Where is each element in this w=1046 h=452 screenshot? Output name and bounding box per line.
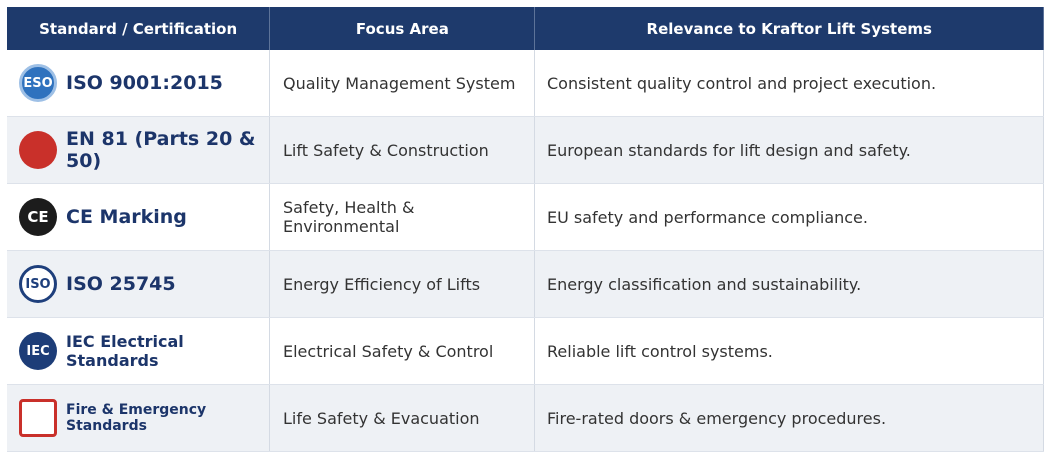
icon: [19, 399, 57, 437]
standard-name: Fire & Emergency Standards: [66, 402, 207, 434]
icon: [19, 131, 57, 169]
focus-cell: Lift Safety & Construction: [270, 117, 535, 183]
table-row: CE CE Marking Safety, Health & Environment…: [7, 184, 1044, 251]
standard-name: ISO 9001:2015: [66, 72, 223, 94]
standard-name: EN 81 (Parts 20 & 50): [66, 128, 256, 172]
standard-cell: EN 81 (Parts 20 & 50): [7, 117, 270, 183]
standard-cell: CE CE Marking: [7, 184, 270, 250]
focus-cell: Safety, Health & Environmental: [270, 184, 535, 250]
table-row: ESO ISO 9001:2015 Quality Management Syste…: [7, 50, 1044, 117]
header-cell: Focus Area: [270, 7, 536, 50]
standard-cell: ISO ISO 25745: [7, 251, 270, 317]
icon: ISO: [19, 265, 57, 303]
header-cell: Relevance to Kraftor Lift Systems: [535, 7, 1044, 50]
standard-cell: Fire & Emergency Standards: [7, 385, 270, 451]
header-row: Standard / Certification Focus Area Rele…: [7, 7, 1044, 50]
focus-cell: Electrical Safety & Control: [270, 318, 535, 384]
table-row: ISO ISO 25745 Energy Efficiency of Lifts En…: [7, 251, 1044, 318]
focus-cell: Energy Efficiency of Lifts: [270, 251, 535, 317]
standard-cell: IEC IEC Electrical Standards: [7, 318, 270, 384]
standard-cell: ESO ISO 9001:2015: [7, 50, 270, 116]
relevance-cell: Consistent quality control and project e…: [535, 50, 1044, 116]
table-row: EN 81 (Parts 20 & 50) Lift Safety & Const…: [7, 117, 1044, 184]
icon: ESO: [19, 64, 57, 102]
focus-cell: Quality Management System: [270, 50, 535, 116]
standard-name: IEC Electrical Standards: [66, 332, 184, 370]
focus-cell: Life Safety & Evacuation: [270, 385, 535, 451]
icon: CE: [19, 198, 57, 236]
standard-name: ISO 25745: [66, 273, 176, 295]
icon: IEC: [19, 332, 57, 370]
table: Standard / Certification Focus Area Rele…: [7, 7, 1044, 452]
relevance-cell: Energy classification and sustainability…: [535, 251, 1044, 317]
relevance-cell: Fire-rated doors & emergency procedures.: [535, 385, 1044, 451]
table-row: IEC IEC Electrical Standards Electrical Sa…: [7, 318, 1044, 385]
table-row: Fire & Emergency Standards Life Safety & …: [7, 385, 1044, 452]
relevance-cell: European standards for lift design and s…: [535, 117, 1044, 183]
relevance-cell: Reliable lift control systems.: [535, 318, 1044, 384]
standard-name: CE Marking: [66, 206, 187, 228]
relevance-cell: EU safety and performance compliance.: [535, 184, 1044, 250]
header-cell: Standard / Certification: [7, 7, 271, 50]
